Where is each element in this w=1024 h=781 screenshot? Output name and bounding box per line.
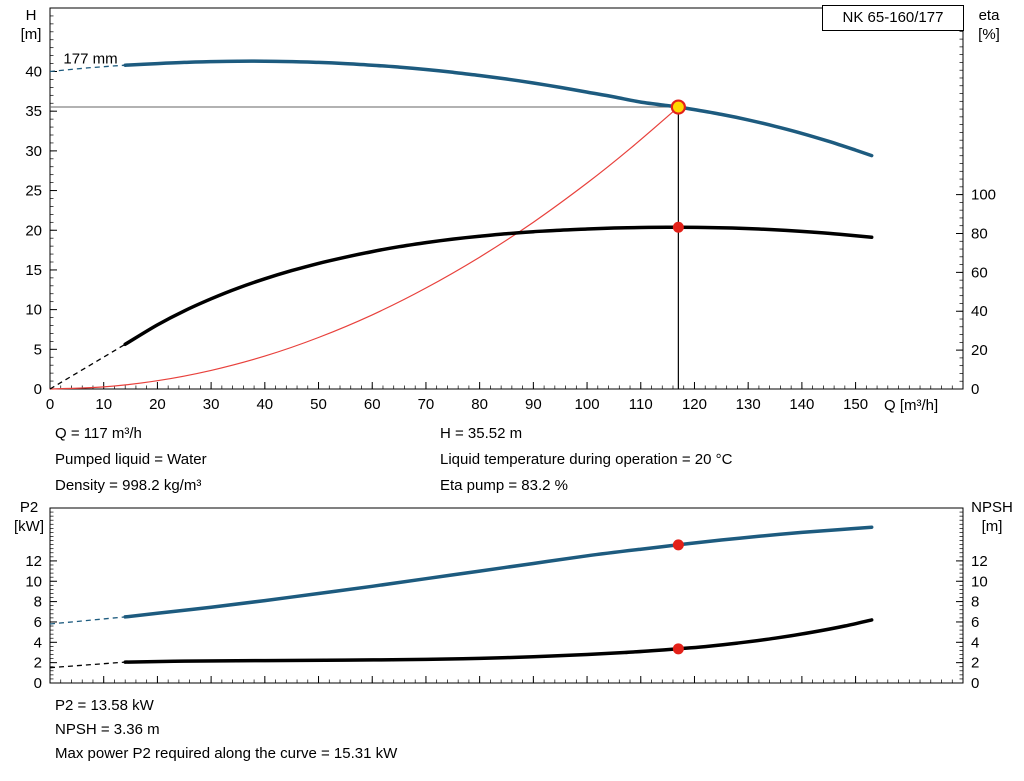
- p2-curve: [123, 525, 874, 619]
- right-axis-title: NPSH: [971, 499, 1013, 516]
- qh-eta-chart-frame: [49, 7, 964, 390]
- info-eta-pump: Eta pump = 83.2 %: [440, 477, 568, 494]
- x-tick-label: 140: [789, 396, 814, 413]
- impeller-diameter-label: 177 mm: [63, 51, 117, 68]
- eta-point: [672, 221, 684, 233]
- duty-point[interactable]: [670, 99, 686, 115]
- left-tick-label: 15: [25, 262, 42, 279]
- x-tick-label: 50: [310, 396, 327, 413]
- right-tick-label: 10: [971, 573, 988, 590]
- x-tick-label: 130: [736, 396, 761, 413]
- qh-eta-chart: 0 10 20 30 40 50 60 70 80 90 100 110 120 130 140 150051…: [21, 7, 1001, 414]
- left-tick-label: 30: [25, 143, 42, 160]
- left-tick-label: 6: [34, 614, 42, 631]
- left-tick-label: 12: [25, 553, 42, 570]
- right-tick-label: 60: [971, 264, 988, 281]
- x-tick-label: 20: [149, 396, 166, 413]
- left-axis-title: [m]: [21, 26, 42, 43]
- right-tick-label: 40: [971, 303, 988, 320]
- left-tick-label: 10: [25, 302, 42, 319]
- eta-curve: [123, 225, 874, 347]
- pump-model-label: NK 65-160/177: [842, 9, 944, 26]
- left-tick-label: 4: [34, 634, 42, 651]
- left-tick-label: 20: [25, 222, 42, 239]
- x-tick-label: 150: [843, 396, 868, 413]
- right-tick-label: 6: [971, 614, 979, 631]
- left-axis-title: H: [26, 7, 37, 24]
- x-axis-title: Q [m³/h]: [884, 397, 938, 414]
- left-tick-label: 2: [34, 655, 42, 672]
- info-flow: Q = 117 m³/h: [55, 425, 142, 442]
- right-tick-label: 4: [971, 634, 979, 651]
- left-tick-label: 0: [34, 381, 42, 398]
- right-axis-title: eta: [979, 7, 1001, 24]
- right-tick-label: 20: [971, 342, 988, 359]
- info-liquid-temperature: Liquid temperature during operation = 20…: [440, 451, 733, 468]
- right-tick-label: 80: [971, 225, 988, 242]
- right-tick-label: 0: [971, 675, 979, 692]
- eta-curve-extrapolation: [49, 343, 126, 390]
- result-info: P2 = 13.58 kW NPSH = 3.36 m Max power P2…: [55, 694, 397, 766]
- left-tick-label: 25: [25, 183, 42, 200]
- x-tick-label: 70: [418, 396, 435, 413]
- npsh-curve: [123, 618, 874, 664]
- operating-info-left: Q = 117 m³/h Pumped liquid = Water Densi…: [55, 421, 207, 499]
- right-tick-label: 8: [971, 594, 979, 611]
- npsh-point: [672, 643, 684, 655]
- info-density: Density = 998.2 kg/m³: [55, 477, 202, 494]
- left-tick-label: 5: [34, 341, 42, 358]
- pump-model-box: NK 65-160/177: [822, 5, 964, 31]
- left-tick-label: 40: [25, 64, 42, 81]
- left-tick-label: 10: [25, 573, 42, 590]
- info-max-power: Max power P2 required along the curve = …: [55, 745, 398, 762]
- x-tick-label: 40: [256, 396, 273, 413]
- info-p2: P2 = 13.58 kW: [55, 697, 154, 714]
- x-tick-label: 110: [629, 396, 653, 413]
- right-axis-title: [m]: [982, 518, 1003, 535]
- left-tick-label: 35: [25, 103, 42, 120]
- system-curve: [49, 106, 679, 390]
- x-tick-label: 100: [575, 396, 600, 413]
- x-tick-label: 30: [203, 396, 220, 413]
- p2-npsh-chart-frame: [49, 507, 964, 684]
- info-pumped-liquid: Pumped liquid = Water: [55, 451, 207, 468]
- left-axis-title: P2: [20, 499, 38, 516]
- x-tick-label: 60: [364, 396, 381, 413]
- x-tick-label: 90: [525, 396, 542, 413]
- left-axis-title: [kW]: [14, 518, 44, 535]
- left-tick-label: 8: [34, 594, 42, 611]
- p2-npsh-chart: 0 2 4 6 8 10 12 0 2 4 6 8 10 12 P2 [kW] NPSH [m]: [14, 499, 1013, 692]
- info-head: H = 35.52 m: [440, 425, 523, 442]
- right-tick-label: 0: [971, 381, 979, 398]
- x-tick-label: 0: [46, 396, 54, 413]
- p2-curve-extrapolation: [49, 616, 126, 625]
- operating-info-right: H = 35.52 m Liquid temperature during op…: [440, 421, 732, 499]
- left-tick-label: 0: [34, 675, 42, 692]
- npsh-curve-extrapolation: [49, 661, 126, 669]
- right-axis-title: [%]: [978, 26, 1000, 43]
- x-tick-label: 10: [95, 396, 112, 413]
- head-curve: [123, 59, 874, 158]
- head-curve-extrapolation: [49, 64, 126, 73]
- right-tick-label: 12: [971, 553, 988, 570]
- right-tick-label: 2: [971, 655, 979, 672]
- p2-point: [672, 539, 684, 551]
- x-tick-label: 80: [471, 396, 488, 413]
- x-tick-label: 120: [682, 396, 707, 413]
- info-npsh: NPSH = 3.36 m: [55, 721, 160, 738]
- right-tick-label: 100: [971, 187, 996, 204]
